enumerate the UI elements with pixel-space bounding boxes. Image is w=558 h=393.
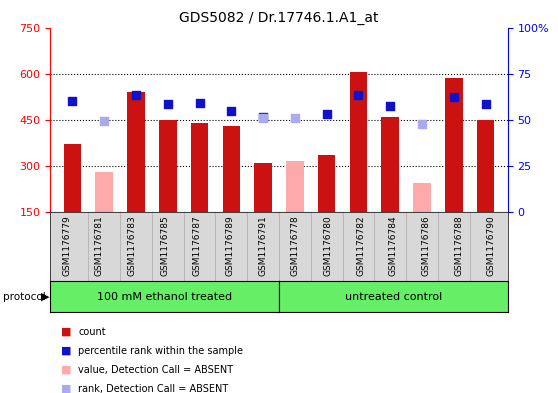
- Bar: [477, 120, 494, 212]
- Point: [417, 121, 426, 127]
- Text: GSM1176781: GSM1176781: [95, 216, 104, 276]
- Point: [290, 115, 299, 121]
- Text: GSM1176787: GSM1176787: [193, 216, 202, 276]
- Text: ■: ■: [61, 346, 72, 356]
- Bar: [159, 120, 176, 212]
- Text: GSM1176780: GSM1176780: [324, 216, 333, 276]
- Point: [68, 98, 77, 105]
- Point: [354, 92, 363, 98]
- Text: ■: ■: [61, 384, 72, 393]
- Text: ▶: ▶: [41, 292, 49, 302]
- Point: [100, 118, 109, 125]
- Bar: [254, 163, 272, 212]
- Title: GDS5082 / Dr.17746.1.A1_at: GDS5082 / Dr.17746.1.A1_at: [179, 11, 379, 25]
- Text: percentile rank within the sample: percentile rank within the sample: [78, 346, 243, 356]
- Bar: [223, 126, 240, 212]
- Text: value, Detection Call = ABSENT: value, Detection Call = ABSENT: [78, 365, 233, 375]
- Text: GSM1176789: GSM1176789: [225, 216, 234, 276]
- Text: 100 mM ethanol treated: 100 mM ethanol treated: [97, 292, 232, 302]
- Text: untreated control: untreated control: [345, 292, 442, 302]
- Bar: [445, 78, 463, 212]
- Text: count: count: [78, 327, 106, 337]
- Point: [386, 103, 395, 109]
- Bar: [95, 172, 113, 212]
- Text: rank, Detection Call = ABSENT: rank, Detection Call = ABSENT: [78, 384, 228, 393]
- Point: [449, 94, 458, 100]
- Text: GSM1176784: GSM1176784: [389, 216, 398, 276]
- Text: GSM1176778: GSM1176778: [291, 216, 300, 276]
- Text: GSM1176785: GSM1176785: [160, 216, 169, 276]
- Point: [259, 115, 268, 121]
- Point: [132, 92, 141, 98]
- Bar: [413, 183, 431, 212]
- Bar: [127, 92, 145, 212]
- Text: GSM1176783: GSM1176783: [127, 216, 136, 276]
- Text: ■: ■: [61, 365, 72, 375]
- Bar: [191, 123, 208, 212]
- Text: GSM1176786: GSM1176786: [422, 216, 431, 276]
- Text: protocol: protocol: [3, 292, 46, 302]
- Point: [481, 101, 490, 108]
- Point: [322, 110, 331, 117]
- Bar: [382, 117, 399, 212]
- Text: GSM1176779: GSM1176779: [62, 216, 71, 276]
- Point: [163, 101, 172, 108]
- Bar: [286, 162, 304, 212]
- Bar: [64, 145, 81, 212]
- Text: GSM1176788: GSM1176788: [454, 216, 463, 276]
- Bar: [318, 155, 335, 212]
- Point: [227, 107, 236, 114]
- Text: GSM1176782: GSM1176782: [356, 216, 365, 276]
- Text: GSM1176790: GSM1176790: [487, 216, 496, 276]
- Text: GSM1176791: GSM1176791: [258, 216, 267, 276]
- Point: [259, 114, 268, 120]
- Point: [195, 100, 204, 106]
- Bar: [350, 72, 367, 212]
- Text: ■: ■: [61, 327, 72, 337]
